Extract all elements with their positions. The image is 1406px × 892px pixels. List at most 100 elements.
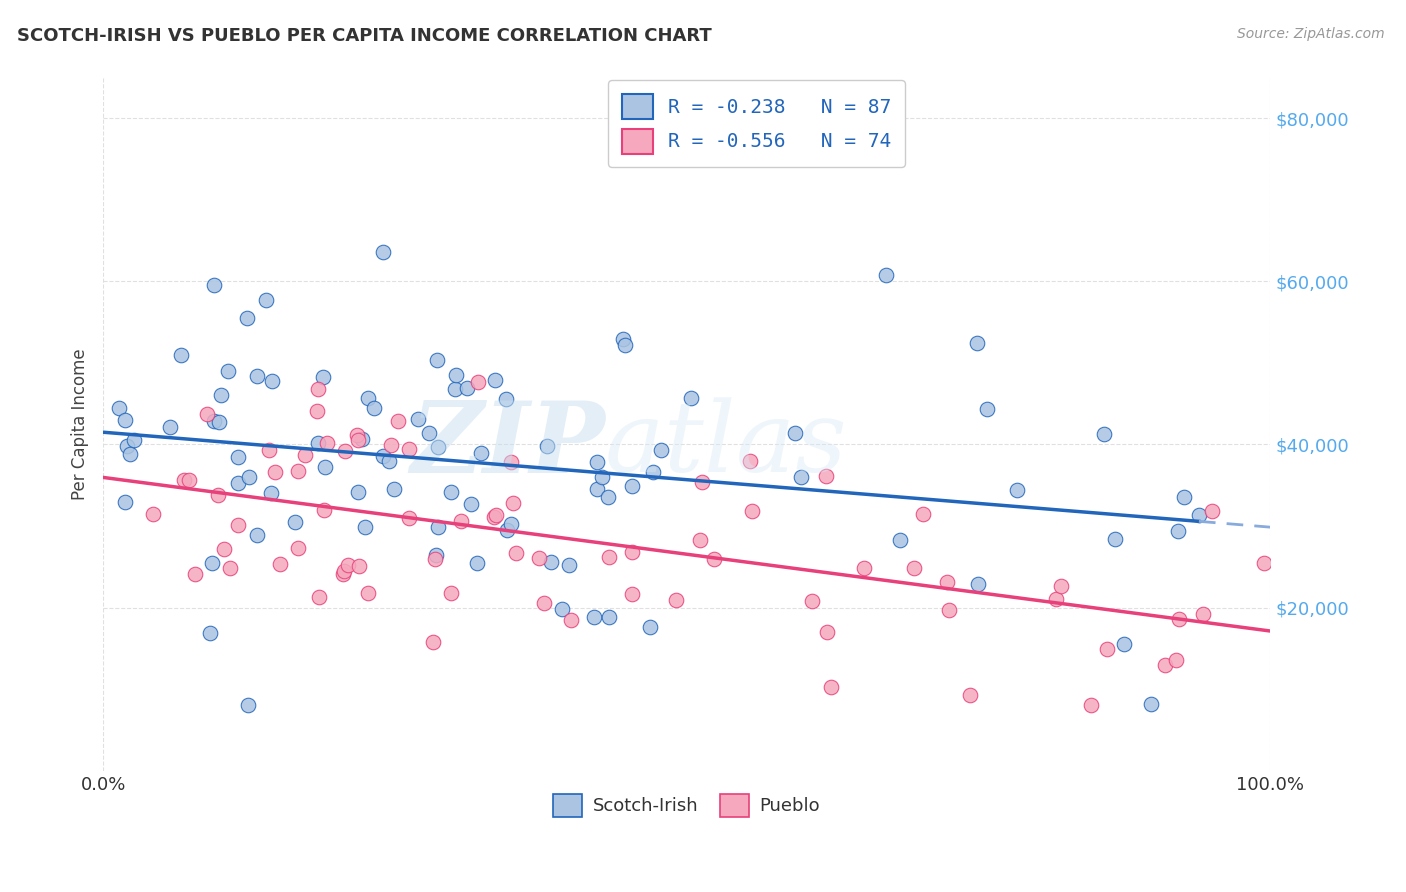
Point bbox=[591, 470, 613, 484]
Point bbox=[505, 546, 527, 560]
Point bbox=[352, 432, 374, 446]
Text: SCOTCH-IRISH VS PUEBLO PER CAPITA INCOME CORRELATION CHART: SCOTCH-IRISH VS PUEBLO PER CAPITA INCOME… bbox=[17, 27, 711, 45]
Point bbox=[536, 438, 558, 452]
Point bbox=[959, 689, 981, 703]
Point bbox=[527, 551, 550, 566]
Point bbox=[495, 392, 517, 406]
Point bbox=[380, 438, 402, 452]
Point bbox=[650, 443, 672, 458]
Point bbox=[889, 533, 911, 547]
Point bbox=[966, 336, 988, 351]
Point bbox=[598, 490, 620, 504]
Point bbox=[254, 293, 277, 307]
Point bbox=[440, 586, 463, 600]
Point bbox=[287, 541, 309, 555]
Point bbox=[501, 517, 523, 532]
Point bbox=[142, 507, 165, 521]
Point bbox=[118, 447, 141, 461]
Point bbox=[1164, 653, 1187, 667]
Point bbox=[620, 479, 643, 493]
Point bbox=[202, 414, 225, 428]
Legend: Scotch-Irish, Pueblo: Scotch-Irish, Pueblo bbox=[546, 787, 828, 824]
Point bbox=[198, 625, 221, 640]
Point bbox=[347, 485, 370, 500]
Point bbox=[371, 244, 394, 259]
Point bbox=[284, 515, 307, 529]
Point bbox=[238, 470, 260, 484]
Point bbox=[347, 433, 370, 447]
Point bbox=[620, 587, 643, 601]
Point bbox=[470, 445, 492, 459]
Point bbox=[1007, 483, 1029, 497]
Point bbox=[337, 558, 360, 572]
Point bbox=[427, 440, 450, 454]
Point bbox=[346, 427, 368, 442]
Point bbox=[423, 552, 446, 566]
Point bbox=[260, 486, 283, 500]
Point bbox=[269, 557, 291, 571]
Point bbox=[219, 561, 242, 575]
Point bbox=[560, 614, 582, 628]
Point bbox=[382, 483, 405, 497]
Point bbox=[450, 514, 472, 528]
Point bbox=[356, 586, 378, 600]
Point bbox=[1173, 490, 1195, 504]
Point bbox=[1045, 592, 1067, 607]
Point bbox=[1112, 637, 1135, 651]
Point bbox=[122, 433, 145, 447]
Point bbox=[598, 549, 620, 564]
Point bbox=[357, 391, 380, 405]
Point bbox=[800, 594, 823, 608]
Point bbox=[387, 414, 409, 428]
Point bbox=[1154, 657, 1177, 672]
Point bbox=[460, 498, 482, 512]
Point bbox=[738, 454, 761, 468]
Point bbox=[371, 449, 394, 463]
Point bbox=[377, 453, 399, 467]
Point bbox=[307, 404, 329, 418]
Point bbox=[335, 443, 357, 458]
Point bbox=[485, 508, 508, 523]
Point bbox=[620, 545, 643, 559]
Point bbox=[702, 552, 724, 566]
Point bbox=[422, 634, 444, 648]
Point bbox=[815, 624, 838, 639]
Point bbox=[665, 592, 688, 607]
Point bbox=[496, 523, 519, 537]
Point bbox=[456, 380, 478, 394]
Point bbox=[332, 564, 354, 578]
Point bbox=[598, 609, 620, 624]
Point bbox=[1092, 427, 1115, 442]
Point bbox=[499, 455, 522, 469]
Point bbox=[314, 503, 336, 517]
Point bbox=[259, 442, 281, 457]
Point bbox=[311, 370, 333, 384]
Point bbox=[641, 465, 664, 479]
Point bbox=[875, 268, 897, 282]
Point bbox=[314, 460, 336, 475]
Point bbox=[681, 391, 703, 405]
Point bbox=[287, 464, 309, 478]
Y-axis label: Per Capita Income: Per Capita Income bbox=[72, 348, 89, 500]
Point bbox=[815, 469, 838, 483]
Point bbox=[246, 368, 269, 383]
Point bbox=[1253, 557, 1275, 571]
Point bbox=[208, 415, 231, 429]
Point bbox=[638, 620, 661, 634]
Point bbox=[236, 698, 259, 713]
Point bbox=[1080, 698, 1102, 713]
Point bbox=[226, 450, 249, 465]
Point bbox=[465, 556, 488, 570]
Point bbox=[202, 277, 225, 292]
Point bbox=[690, 475, 713, 489]
Point bbox=[418, 425, 440, 440]
Point bbox=[502, 496, 524, 510]
Point bbox=[201, 556, 224, 570]
Point bbox=[612, 332, 634, 346]
Point bbox=[308, 590, 330, 604]
Point bbox=[114, 413, 136, 427]
Point bbox=[613, 338, 636, 352]
Point bbox=[1201, 504, 1223, 518]
Point bbox=[177, 473, 200, 487]
Point bbox=[1095, 642, 1118, 657]
